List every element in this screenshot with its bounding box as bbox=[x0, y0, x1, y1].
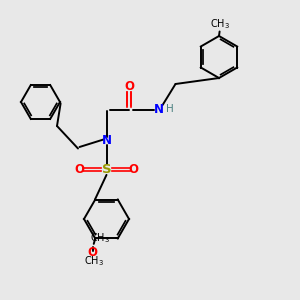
Text: CH$_3$: CH$_3$ bbox=[210, 18, 230, 32]
Text: O: O bbox=[124, 80, 134, 94]
Text: CH$_3$: CH$_3$ bbox=[84, 254, 104, 268]
Text: N: N bbox=[101, 134, 112, 148]
Text: S: S bbox=[102, 163, 111, 176]
Text: O: O bbox=[128, 163, 139, 176]
Text: O: O bbox=[87, 246, 97, 259]
Text: O: O bbox=[74, 163, 85, 176]
Text: H: H bbox=[166, 104, 173, 115]
Text: CH$_3$: CH$_3$ bbox=[90, 232, 110, 245]
Text: N: N bbox=[154, 103, 164, 116]
